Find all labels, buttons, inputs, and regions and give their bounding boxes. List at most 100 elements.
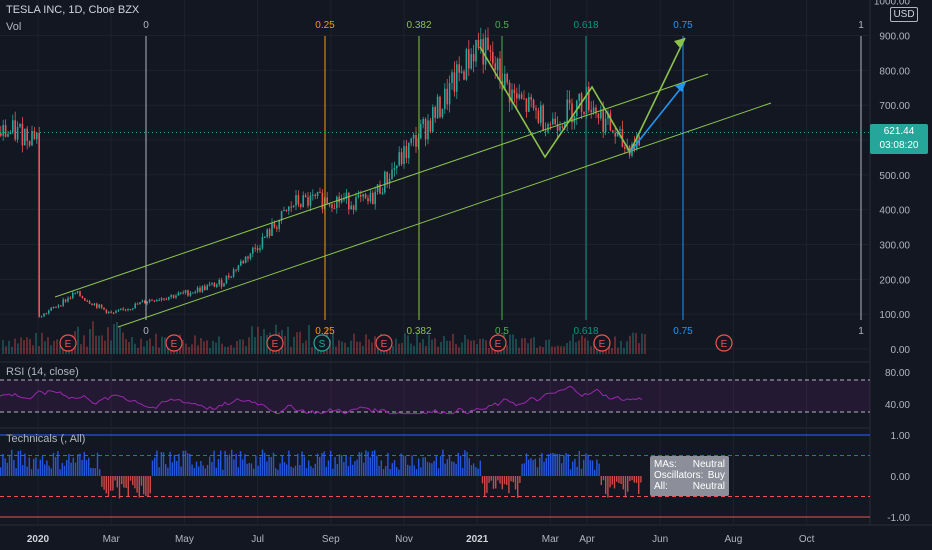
candle-body (463, 71, 465, 80)
event-marker-label: E (381, 339, 388, 350)
technicals-bar (382, 469, 385, 476)
volume-bar (236, 340, 238, 354)
volume-bar (296, 332, 298, 354)
technicals-bar (431, 463, 433, 476)
volume-bar (47, 337, 49, 354)
technicals-bar (440, 456, 442, 476)
volume-bar (515, 338, 517, 354)
volume-bar (137, 347, 139, 354)
volume-bar (419, 342, 421, 354)
candle-body (456, 64, 458, 92)
volume-bar (14, 338, 16, 354)
volume-bar (188, 346, 190, 354)
candle-body (50, 307, 52, 311)
technicals-bar (327, 460, 330, 476)
technicals-bar (402, 455, 404, 476)
candle-body (261, 237, 264, 249)
technicals-bar (488, 476, 490, 483)
volume-bar (104, 340, 106, 354)
volume-bar (230, 345, 232, 354)
volume-bar (35, 332, 37, 354)
volume-bar (476, 344, 478, 354)
technicals-bar (92, 467, 94, 476)
symbol-title[interactable]: TESLA INC, 1D, Cboe BZX (6, 4, 140, 16)
technicals-bar (297, 453, 299, 476)
technicals-bar (2, 453, 4, 476)
candle-body (252, 247, 254, 254)
volume-bar (413, 345, 415, 354)
technicals-bar (336, 464, 338, 476)
volume-bar (20, 337, 22, 354)
technicals-bar (250, 463, 253, 476)
volume-bar (116, 322, 118, 354)
technicals-bar (239, 451, 242, 476)
candle-body (465, 49, 468, 80)
candle-body (184, 290, 187, 293)
candle-body (235, 269, 237, 271)
candle-body (420, 124, 422, 139)
candle-body (405, 146, 408, 159)
candle-body (523, 98, 525, 100)
time-tick-label: 2021 (466, 534, 489, 545)
technicals-bar (319, 456, 321, 476)
volume-bar (614, 336, 616, 354)
fib-level-bottom-label: 0.382 (406, 326, 431, 337)
volume-bar (110, 340, 112, 354)
time-tick-label: Jun (652, 534, 668, 545)
fib-level-bottom-label: 0.5 (495, 326, 509, 337)
candle-body (319, 191, 321, 193)
technicals-bar (437, 468, 440, 476)
volume-bar (197, 345, 199, 354)
volume-bar (23, 340, 25, 354)
technicals-bar (275, 468, 277, 476)
technicals-bar (393, 460, 396, 476)
candle-body (436, 96, 439, 118)
candle-body (103, 307, 105, 310)
candle-body (64, 299, 67, 302)
price-tick-label: 200.00 (879, 275, 910, 286)
technicals-bar (532, 460, 534, 476)
technicals-pane-label[interactable]: Technicals (, All) (6, 433, 86, 445)
technicals-bar (228, 454, 231, 476)
candle-body (151, 299, 153, 301)
volume-bar (155, 333, 157, 354)
technicals-bar (523, 463, 525, 476)
volume-bar (356, 341, 358, 354)
technicals-bar (195, 461, 198, 476)
candle-body (91, 303, 93, 306)
technicals-bar (591, 460, 594, 476)
candle-body (616, 130, 619, 137)
technicals-tick-label: 0.00 (891, 472, 911, 483)
volume-bar (485, 340, 487, 354)
volume-bar (335, 346, 337, 354)
technicals-bar (534, 458, 536, 476)
volume-bar (575, 342, 577, 354)
candle-body (180, 292, 182, 294)
technicals-bar (90, 467, 92, 476)
candle-body (422, 119, 424, 125)
candle-body (336, 196, 338, 209)
volume-bar (566, 343, 568, 354)
volume-bar (239, 339, 241, 354)
fib-level-top-label: 1 (858, 20, 864, 31)
technicals-bar (550, 453, 552, 476)
candle-body (38, 132, 40, 317)
technicals-bar (547, 454, 550, 476)
volume-bar (131, 337, 133, 354)
technicals-bar (330, 450, 332, 476)
candle-body (516, 93, 518, 99)
volume-bar (479, 338, 481, 354)
currency-badge[interactable]: USD (890, 7, 918, 22)
candle-body (216, 284, 218, 287)
volume-bar (17, 343, 19, 354)
technicals-bar (96, 452, 99, 476)
rsi-pane-label[interactable]: RSI (14, close) (6, 366, 79, 378)
event-marker (165, 334, 183, 352)
candle-body (69, 297, 72, 299)
event-marker (375, 334, 393, 352)
technicals-bar (15, 468, 17, 476)
technicals-bar (611, 476, 613, 485)
technicals-bar (589, 460, 591, 476)
technicals-bar (600, 476, 602, 486)
